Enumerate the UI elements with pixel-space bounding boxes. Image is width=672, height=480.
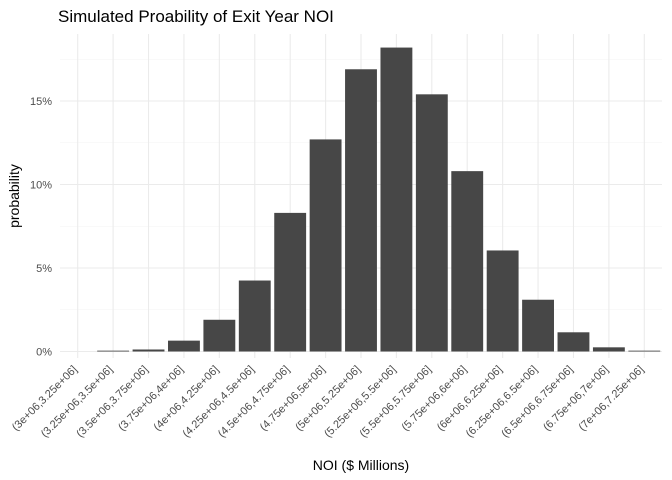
bar: [168, 340, 200, 352]
x-tick-label: (5.75e+06,6e+06]: [399, 364, 469, 434]
bar: [522, 299, 554, 352]
y-axis-title: probability: [6, 164, 22, 228]
chart-title: Simulated Proability of Exit Year NOI: [58, 7, 334, 26]
x-tick-label: (7e+06,7.25e+06]: [577, 364, 647, 434]
bar: [451, 171, 484, 352]
bar: [345, 69, 377, 352]
bar: [415, 94, 448, 352]
bar: [486, 250, 519, 352]
x-tick-label: (6.75e+06,7e+06]: [541, 364, 611, 434]
x-axis-ticks: (3e+06,3.25e+06](3.25e+06,3.5e+06](3.5e+…: [10, 364, 646, 440]
x-tick-label: (3e+06,3.25e+06]: [10, 364, 80, 434]
x-tick-label: (6e+06,6.25e+06]: [435, 364, 505, 434]
bar: [557, 332, 590, 352]
bar: [203, 319, 236, 352]
bars: [97, 47, 661, 352]
y-tick-label: 0%: [36, 347, 52, 359]
bar: [380, 47, 413, 352]
x-tick-label: (4e+06,4.25e+06]: [152, 364, 222, 434]
y-axis-ticks: 0% 5% 10% 15%: [30, 96, 52, 359]
bar: [592, 347, 625, 352]
bar: [238, 280, 271, 352]
bar: [274, 212, 307, 352]
bar: [132, 349, 165, 352]
bar: [97, 350, 130, 352]
x-tick-label: (5e+06,5.25e+06]: [293, 364, 363, 434]
y-tick-label: 5%: [36, 263, 52, 275]
y-tick-label: 10%: [30, 180, 52, 192]
x-tick-label: (4.75e+06,5e+06]: [258, 364, 328, 434]
x-axis-title: NOI ($ Millions): [313, 457, 409, 473]
bar: [309, 139, 342, 352]
x-tick-label: (3.75e+06,4e+06]: [116, 364, 186, 434]
bar: [628, 350, 661, 352]
y-tick-label: 15%: [30, 96, 52, 108]
